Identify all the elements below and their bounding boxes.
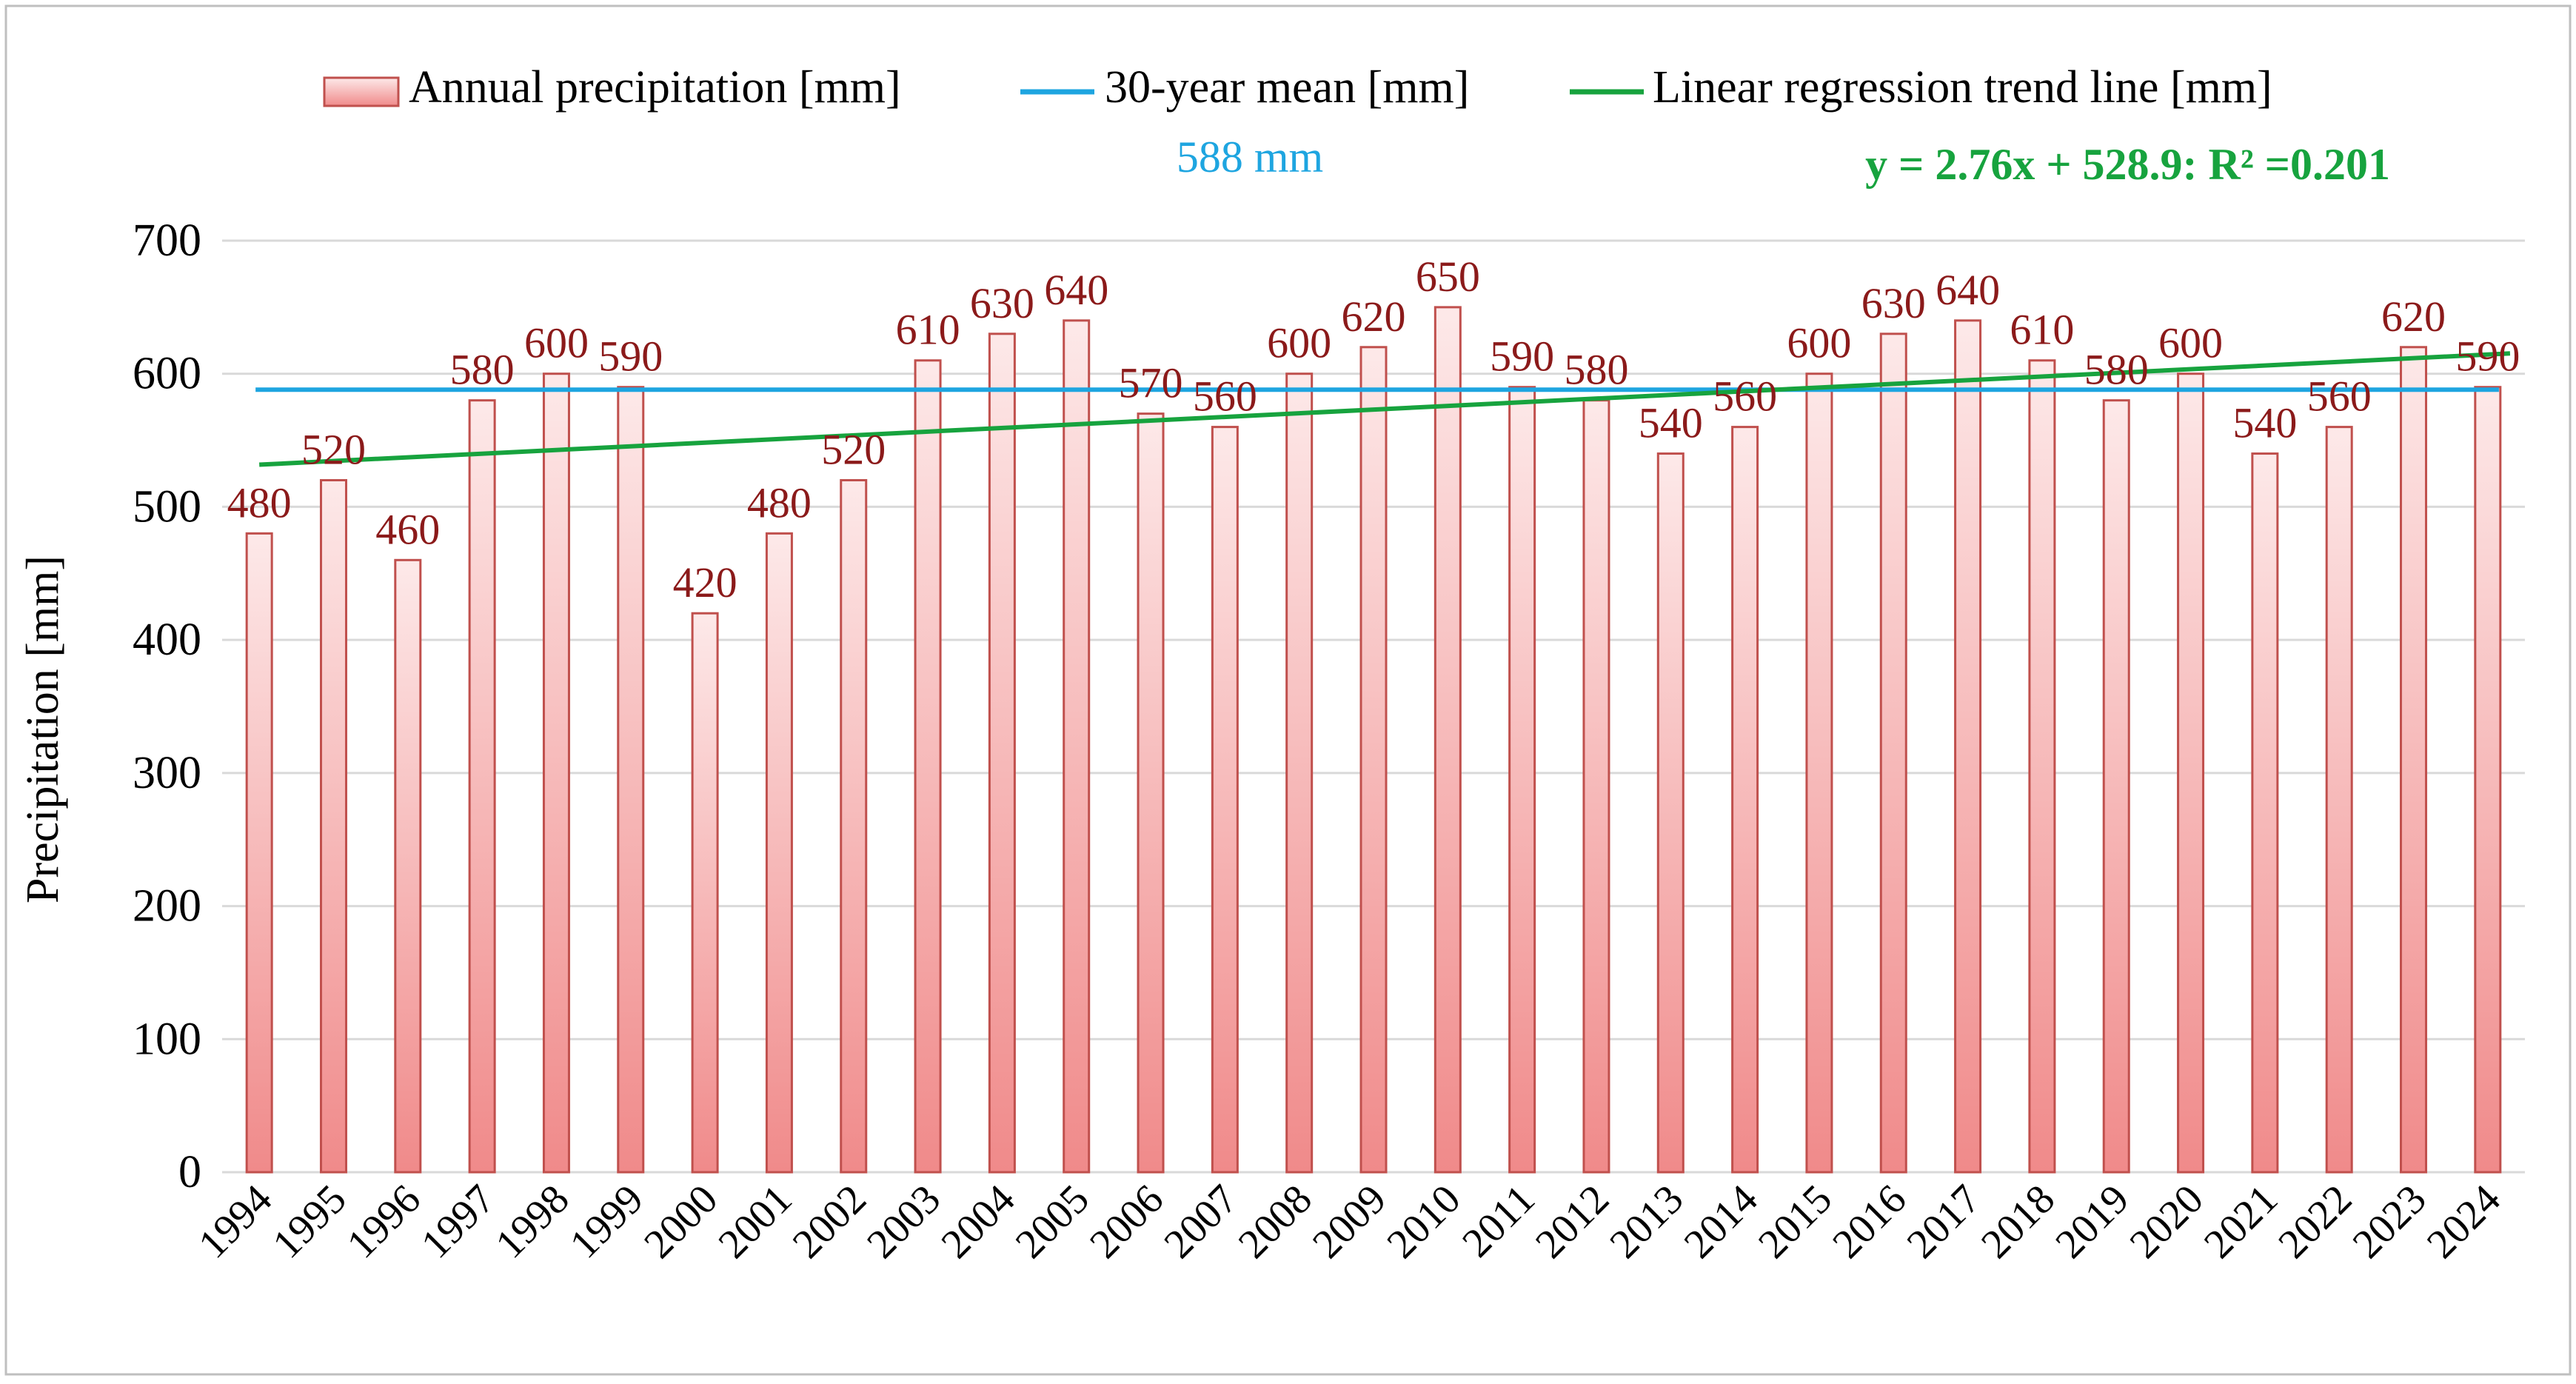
data-label: 580 [450, 346, 515, 394]
data-label: 630 [1861, 279, 1926, 327]
data-label: 600 [1267, 319, 1331, 367]
data-label: 590 [598, 332, 663, 381]
data-label: 600 [2158, 319, 2223, 367]
bar-2023 [2400, 346, 2428, 1174]
bar-2008 [1285, 372, 1314, 1174]
bar-2002 [840, 478, 868, 1174]
y-tick-label: 100 [133, 1014, 201, 1064]
bar-2005 [1063, 319, 1091, 1174]
data-label: 570 [1119, 359, 1183, 407]
data-label: 460 [375, 505, 440, 553]
bar-1997 [468, 399, 496, 1174]
legend-item-mean: 30-year mean [mm] [1020, 62, 1469, 113]
bar-2013 [1656, 452, 1685, 1174]
bar-1996 [394, 558, 422, 1174]
mean-annotation: 588 mm [1177, 133, 1323, 181]
data-label: 620 [1342, 292, 1406, 341]
y-tick-label: 600 [133, 349, 201, 399]
legend: Annual precipitation [mm] 30-year mean [… [323, 62, 2272, 113]
legend-label-mean: 30-year mean [mm] [1105, 62, 1469, 113]
bar-2019 [2102, 399, 2130, 1174]
bar-2016 [1879, 332, 1907, 1174]
bar-2003 [914, 359, 942, 1174]
data-label: 420 [673, 558, 737, 606]
lines [255, 351, 2511, 467]
data-label: 640 [1936, 266, 2000, 314]
legend-label-annual: Annual precipitation [mm] [409, 62, 901, 113]
bar-2010 [1433, 306, 1462, 1174]
bar-1995 [319, 478, 347, 1174]
y-axis-ticks: 0 100 200 300 400 500 600 700 [133, 215, 201, 1197]
bar-2001 [765, 532, 793, 1174]
bar-2000 [691, 612, 719, 1174]
data-label: 640 [1044, 266, 1108, 314]
data-label: 590 [1490, 332, 1554, 381]
bar-2024 [2474, 386, 2502, 1174]
data-label: 540 [1639, 399, 1703, 447]
data-label: 520 [301, 425, 366, 473]
data-label: 620 [2381, 292, 2446, 341]
data-label: 480 [227, 478, 292, 526]
bar-2014 [1731, 426, 1759, 1174]
data-label: 650 [1416, 253, 1480, 301]
data-label: 520 [821, 425, 886, 473]
data-label: 560 [1193, 372, 1257, 421]
bar-2018 [2028, 359, 2056, 1174]
data-label: 580 [1564, 346, 1628, 394]
data-label: 630 [970, 279, 1034, 327]
y-tick-label: 400 [133, 615, 201, 665]
data-label: 580 [2084, 346, 2149, 394]
bar-2022 [2325, 426, 2353, 1174]
y-tick-label: 0 [178, 1147, 201, 1197]
data-label: 480 [747, 478, 812, 526]
bar-2021 [2251, 452, 2279, 1174]
legend-bar-swatch [323, 76, 400, 107]
bars [245, 306, 2502, 1174]
y-axis-title: Precipitation [mm] [18, 555, 68, 903]
legend-label-trend: Linear regression trend line [mm] [1653, 62, 2272, 113]
data-label: 590 [2455, 332, 2520, 381]
data-label: 600 [524, 319, 589, 367]
bar-2007 [1211, 426, 1239, 1174]
y-tick-label: 500 [133, 481, 201, 532]
bar-2009 [1359, 346, 1388, 1174]
bar-2012 [1582, 399, 1610, 1174]
data-label: 600 [1787, 319, 1851, 367]
bar-1994 [245, 532, 273, 1174]
data-label: 540 [2232, 399, 2297, 447]
y-tick-label: 200 [133, 881, 201, 932]
bar-1998 [542, 372, 570, 1174]
regression-equation: y = 2.76x + 528.9: R² =0.201 [1865, 140, 2390, 189]
data-label: 560 [1713, 372, 1777, 421]
y-tick-label: 700 [133, 215, 201, 266]
data-label: 560 [2307, 372, 2372, 421]
trend-line [259, 351, 2511, 467]
bar-2004 [988, 332, 1016, 1174]
bar-2011 [1508, 386, 1536, 1174]
legend-item-annual: Annual precipitation [mm] [323, 62, 901, 113]
bar-2017 [1954, 319, 1982, 1174]
bar-1999 [617, 386, 645, 1174]
legend-item-trend: Linear regression trend line [mm] [1570, 62, 2272, 113]
data-label: 610 [896, 306, 960, 354]
bar-2006 [1137, 412, 1165, 1174]
bar-2015 [1805, 372, 1833, 1174]
data-label: 610 [2010, 306, 2074, 354]
y-tick-label: 300 [133, 748, 201, 798]
bar-2020 [2177, 372, 2205, 1174]
